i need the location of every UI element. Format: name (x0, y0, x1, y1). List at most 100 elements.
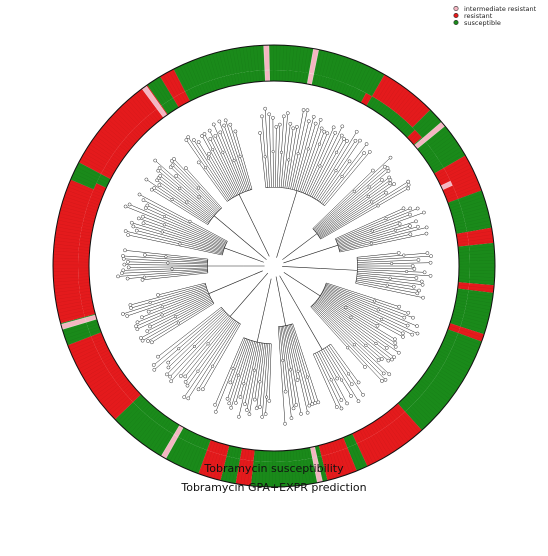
branch (148, 290, 208, 312)
sample-strip (457, 335, 481, 345)
branch (306, 132, 336, 195)
internal-node (231, 367, 235, 371)
sample-strip (287, 461, 290, 487)
sample-strip (100, 352, 111, 358)
internal-node (178, 242, 182, 246)
branch (187, 320, 235, 386)
sample-strip (173, 424, 180, 435)
tip-node (213, 402, 217, 407)
sample-strip (70, 179, 94, 190)
sample-strip (54, 286, 80, 290)
sample-strip (220, 456, 227, 481)
tip-node (305, 410, 310, 415)
tip-node (345, 401, 349, 406)
ring-segment-susceptible (267, 70, 367, 103)
internal-node (287, 158, 291, 162)
sample-strip (405, 128, 414, 136)
branch (123, 267, 208, 271)
sample-strip (55, 295, 81, 300)
sample-strip (214, 442, 219, 453)
sample-strip (329, 442, 334, 453)
ring-segment-susceptible (405, 333, 482, 431)
tip-node (152, 186, 157, 190)
sample-strip (442, 342, 453, 348)
sample-strip (335, 451, 344, 476)
sample-strip (79, 243, 91, 245)
tip-node (367, 150, 372, 154)
sample-strip (446, 195, 458, 200)
branch (219, 121, 247, 192)
sample-strip (101, 127, 122, 144)
branch (337, 223, 400, 245)
tip-node (388, 178, 393, 182)
sample-strip (133, 129, 142, 138)
sample-strip (210, 453, 218, 478)
sample-strip (458, 332, 482, 342)
sample-strip (235, 48, 241, 73)
sample-strip (416, 384, 425, 392)
sample-strip (463, 313, 489, 321)
internal-node (211, 364, 215, 368)
ring-segment-resistant (360, 92, 372, 106)
sample-strip (80, 293, 92, 296)
sample-strip (95, 135, 116, 151)
sample-strip (291, 45, 295, 71)
sample-strip (83, 365, 106, 379)
tip-node (408, 212, 412, 217)
sample-strip (99, 385, 120, 402)
sample-strip (151, 429, 166, 451)
sample-strip (290, 461, 294, 487)
sample-strip (86, 210, 97, 214)
sample-strip (458, 284, 469, 287)
tip-node (137, 192, 142, 197)
sample-strip (181, 429, 187, 439)
sample-strip (414, 112, 433, 130)
sample-strip (469, 276, 495, 278)
branch (235, 131, 253, 190)
branch (283, 325, 297, 405)
sample-strip (458, 251, 470, 253)
tip-node (417, 288, 421, 293)
internal-node (340, 378, 344, 382)
branch (320, 188, 409, 240)
branch (159, 184, 211, 222)
ring-segment-resistant (206, 439, 230, 457)
branch (357, 270, 431, 277)
sample-strip (182, 64, 194, 88)
tip-node (122, 262, 127, 267)
sample-strip (232, 48, 238, 74)
sample-strip (443, 339, 454, 345)
sample-strip (195, 435, 201, 446)
sample-strip (141, 88, 157, 110)
branch (313, 157, 391, 230)
sample-strip (439, 347, 450, 353)
sample-strip (353, 444, 365, 468)
clade (283, 272, 420, 383)
sample-strip (68, 183, 93, 194)
sample-strip (449, 167, 473, 179)
sample-strip (412, 388, 421, 397)
sample-strip (469, 273, 495, 275)
sample-strip (439, 178, 450, 184)
branch (170, 167, 218, 213)
branch (291, 324, 316, 404)
sample-strip (83, 219, 95, 223)
internal-node (340, 174, 344, 178)
sample-strip (451, 316, 463, 321)
clade (279, 275, 365, 411)
sample-strip (424, 372, 435, 380)
sample-strip (128, 390, 138, 398)
sample-strip (89, 144, 111, 159)
branch (121, 268, 208, 274)
sample-strip (85, 150, 108, 164)
tip-node (380, 178, 384, 182)
tip-node (299, 411, 303, 416)
sample-strip (175, 441, 188, 465)
branch (158, 177, 212, 219)
internal-node (390, 261, 394, 266)
ring-segment-susceptible (366, 96, 415, 138)
branch (284, 128, 294, 189)
branch (243, 240, 267, 260)
tip-node (381, 371, 386, 376)
sample-strip (458, 190, 482, 200)
